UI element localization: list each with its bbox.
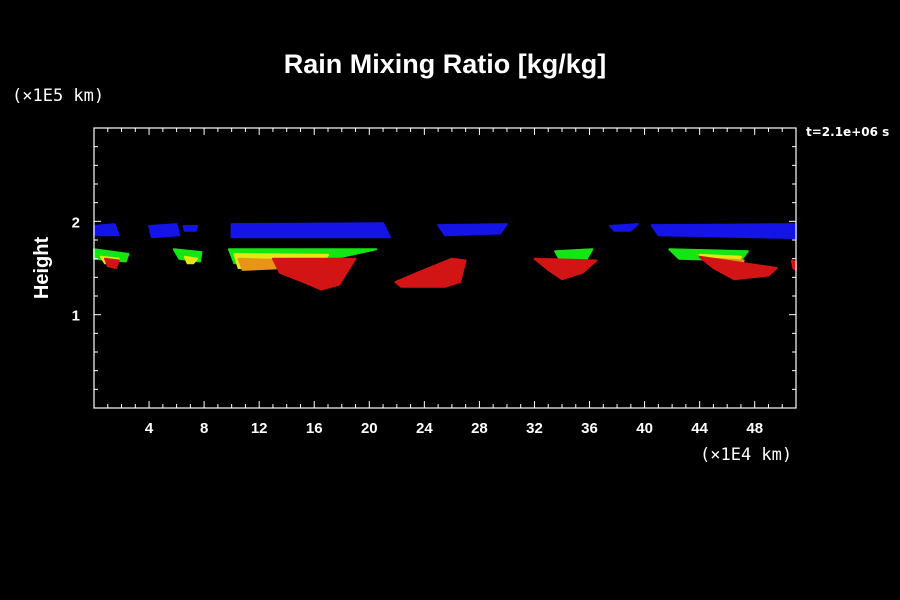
x-tick-label: 32 [526, 420, 543, 437]
x-tick-label: 12 [251, 420, 268, 437]
x-tick-label: 24 [416, 420, 433, 437]
x-tick-label: 8 [200, 420, 208, 437]
rain-region-yellow-14 [183, 255, 199, 265]
y-tick-label: 1 [72, 308, 80, 325]
y-axis-label: Height [31, 237, 53, 300]
rain-region-blue-0 [93, 223, 120, 237]
x-tick-label: 4 [145, 420, 154, 437]
x-tick-label: 36 [581, 420, 598, 437]
plot-frame [93, 127, 797, 409]
x-tick-label: 48 [746, 420, 763, 437]
x-axis-units: (×1E4 km) [700, 445, 792, 465]
rain-region-blue-6 [650, 223, 797, 240]
x-tick-label: 44 [691, 420, 708, 437]
rain-region-blue-3 [230, 222, 391, 239]
rain-region-red-21 [104, 257, 120, 269]
time-label: t=2.1e+06 s [806, 125, 889, 139]
x-tick-label: 28 [471, 420, 488, 437]
rain-region-blue-4 [437, 223, 508, 237]
rain-region-blue-1 [148, 223, 181, 239]
chart-title: Rain Mixing Ratio [kg/kg] [284, 49, 607, 79]
x-tick-label: 20 [361, 420, 378, 437]
rain-region-red-20 [533, 257, 598, 281]
rain-region-red-19 [394, 257, 467, 288]
rain-region-blue-5 [609, 223, 639, 232]
rain-region-red-23 [790, 259, 797, 271]
rain-region-blue-2 [182, 225, 199, 232]
x-tick-label: 16 [306, 420, 323, 437]
x-tick-label: 40 [636, 420, 653, 437]
rain-region-green-10 [554, 248, 594, 260]
rain-region-red-22 [698, 255, 778, 281]
y-tick-label: 2 [72, 214, 80, 231]
rain-region-red-18 [271, 257, 357, 291]
y-axis-units: (×1E5 km) [12, 86, 104, 106]
rain-regions [93, 222, 797, 291]
